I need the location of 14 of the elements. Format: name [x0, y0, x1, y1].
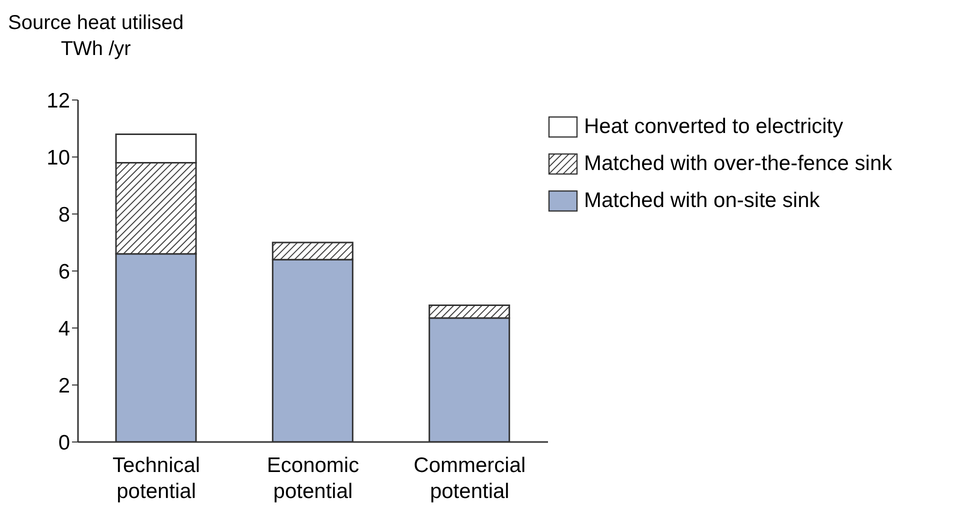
y-axis-title: Source heat utilised TWh /yr: [8, 11, 184, 62]
y-tick-label: 12: [46, 89, 70, 112]
y-tick-label: 4: [58, 317, 70, 340]
legend-label: Matched with on-site sink: [584, 188, 820, 212]
y-tick-label: 8: [58, 203, 70, 226]
y-tick-label: 10: [46, 146, 70, 170]
x-tick-label: Economic potential: [266, 454, 360, 503]
x-tick-label: Technical potential: [112, 454, 200, 503]
y-tick-label: 6: [58, 260, 70, 284]
y-tick-label: 2: [58, 374, 70, 398]
x-tick-label: Commercial potential: [414, 454, 526, 503]
legend-label: Heat converted to electricity: [584, 114, 844, 138]
y-tick-label: 0: [58, 431, 70, 454]
text: Matched with over-the-fence sink: [584, 152, 892, 176]
